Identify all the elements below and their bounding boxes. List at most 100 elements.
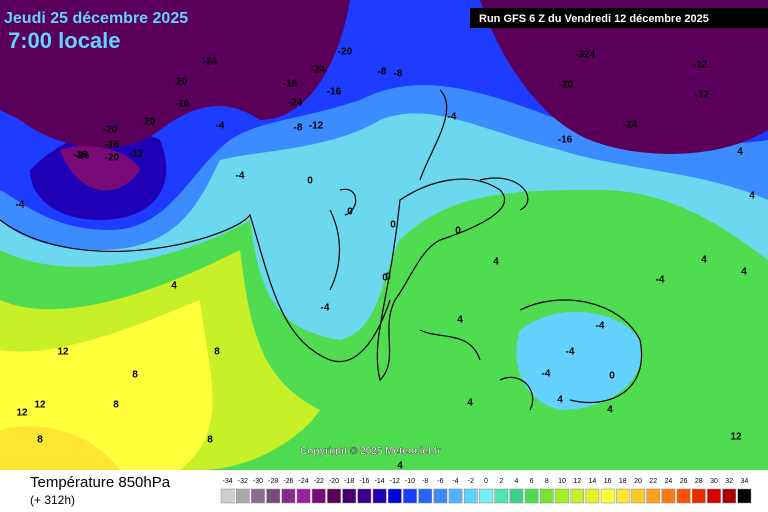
- legend-swatch: [266, 488, 281, 504]
- contour-label: -4: [596, 321, 605, 332]
- contour-label: -20: [105, 153, 120, 164]
- legend-swatch: [342, 488, 357, 504]
- legend-label: 26: [680, 478, 688, 485]
- contour-label: -4: [566, 347, 575, 358]
- legend-label: 6: [530, 478, 534, 485]
- legend-label: -4: [452, 478, 458, 485]
- contour-label: -324: [575, 50, 595, 61]
- legend-label: -28: [268, 478, 278, 485]
- contour-label: -20: [338, 47, 353, 58]
- contour-label: -16: [327, 87, 342, 98]
- legend-label: 14: [589, 478, 597, 485]
- contour-label: 0: [347, 207, 353, 218]
- legend-swatch: [661, 488, 676, 504]
- legend-label: -2: [468, 478, 474, 485]
- contour-label: -8: [378, 67, 387, 78]
- legend-swatch: [372, 488, 387, 504]
- legend-label: 18: [619, 478, 627, 485]
- contour-label: 4: [557, 395, 563, 406]
- legend-label: 12: [573, 478, 581, 485]
- contour-label: 0: [609, 371, 615, 382]
- contour-label: 8: [214, 347, 220, 358]
- lead-time: (+ 312h): [30, 493, 75, 507]
- legend: -34 -32 -30 -28 -26 -24 -22 -20 -18 -16 -14 -12 -10-…: [220, 478, 752, 504]
- legend-swatch: [691, 488, 706, 504]
- contour-label: 4: [457, 315, 463, 326]
- contour-label: -20: [559, 80, 574, 91]
- contour-label: -16: [175, 99, 190, 110]
- legend-swatch: [600, 488, 615, 504]
- legend-swatch: [387, 488, 402, 504]
- contour-label: 4: [737, 147, 743, 158]
- legend-label: -32: [238, 478, 248, 485]
- legend-swatch: [631, 488, 645, 504]
- contour-label: -12: [309, 121, 324, 132]
- contour-label: -24: [623, 120, 638, 131]
- legend-label: -14: [375, 478, 385, 485]
- legend-swatch: [448, 488, 463, 504]
- contour-label: -4: [236, 171, 245, 182]
- contour-label: -20: [103, 125, 118, 136]
- forecast-time: 7:00 locale: [8, 28, 121, 53]
- legend-label: 20: [634, 478, 642, 485]
- legend-swatch: [281, 488, 296, 504]
- legend-swatch: [494, 488, 509, 504]
- contour-label: -4: [542, 369, 551, 380]
- contour-label: 4: [749, 191, 755, 202]
- legend-label: 32: [725, 478, 733, 485]
- contour-label: 8: [132, 370, 138, 381]
- legend-swatch: [311, 488, 326, 504]
- contour-label: 4: [397, 461, 403, 472]
- legend-label: 0: [484, 478, 488, 485]
- legend-label: 34: [741, 478, 749, 485]
- contour-label: -16: [105, 140, 120, 151]
- legend-swatch: [418, 488, 433, 504]
- legend-label: 28: [695, 478, 703, 485]
- legend-label: -8: [422, 478, 428, 485]
- legend-label: -20: [329, 478, 339, 485]
- contour-label: -16: [75, 151, 90, 162]
- legend-swatch: [403, 488, 417, 504]
- contour-label: 0: [390, 220, 396, 231]
- contour-label: -12: [695, 90, 710, 101]
- legend-swatch: [555, 488, 569, 504]
- contour-label: 4: [607, 405, 613, 416]
- coastlines: [0, 89, 643, 411]
- contour-label: 0: [307, 176, 313, 187]
- legend-label: -12: [390, 478, 400, 485]
- legend-label: -30: [253, 478, 263, 485]
- contour-label: -8: [394, 69, 403, 80]
- contour-label: 0: [382, 273, 388, 284]
- contour-label: -16: [73, 150, 88, 161]
- legend-label: 8: [545, 478, 549, 485]
- legend-swatch: [722, 488, 737, 504]
- contour-label: 8: [207, 435, 213, 446]
- contour-label: 8: [37, 435, 43, 446]
- legend-label: 10: [558, 478, 566, 485]
- legend-swatch: [296, 488, 311, 504]
- contour-label: 12: [34, 400, 46, 411]
- legend-label: -16: [359, 478, 369, 485]
- legend-label: 22: [649, 478, 657, 485]
- contour-label: 4: [493, 257, 499, 268]
- legend-label: -10: [405, 478, 415, 485]
- legend-swatch: [235, 488, 250, 504]
- contour-label: 0: [385, 272, 391, 283]
- legend-label: -18: [344, 478, 354, 485]
- legend-swatch: [570, 488, 585, 504]
- contour-label: 12: [730, 432, 742, 443]
- contour-label: 0: [455, 226, 461, 237]
- contour-label: -24: [203, 57, 218, 68]
- contour-label: -20: [173, 77, 188, 88]
- contour-label: -12: [129, 149, 144, 160]
- contour-label: -4: [216, 121, 225, 132]
- contour-label: 4: [171, 281, 177, 292]
- legend-swatch: [707, 488, 721, 504]
- contour-label: -4: [321, 303, 330, 314]
- legend-swatch: [539, 488, 554, 504]
- contour-label: -4: [656, 275, 665, 286]
- forecast-date: Jeudi 25 décembre 2025: [4, 10, 188, 27]
- legend-swatch: [509, 488, 524, 504]
- legend-swatch: [357, 488, 372, 504]
- run-info: Run GFS 6 Z du Vendredi 12 décembre 2025: [479, 13, 709, 25]
